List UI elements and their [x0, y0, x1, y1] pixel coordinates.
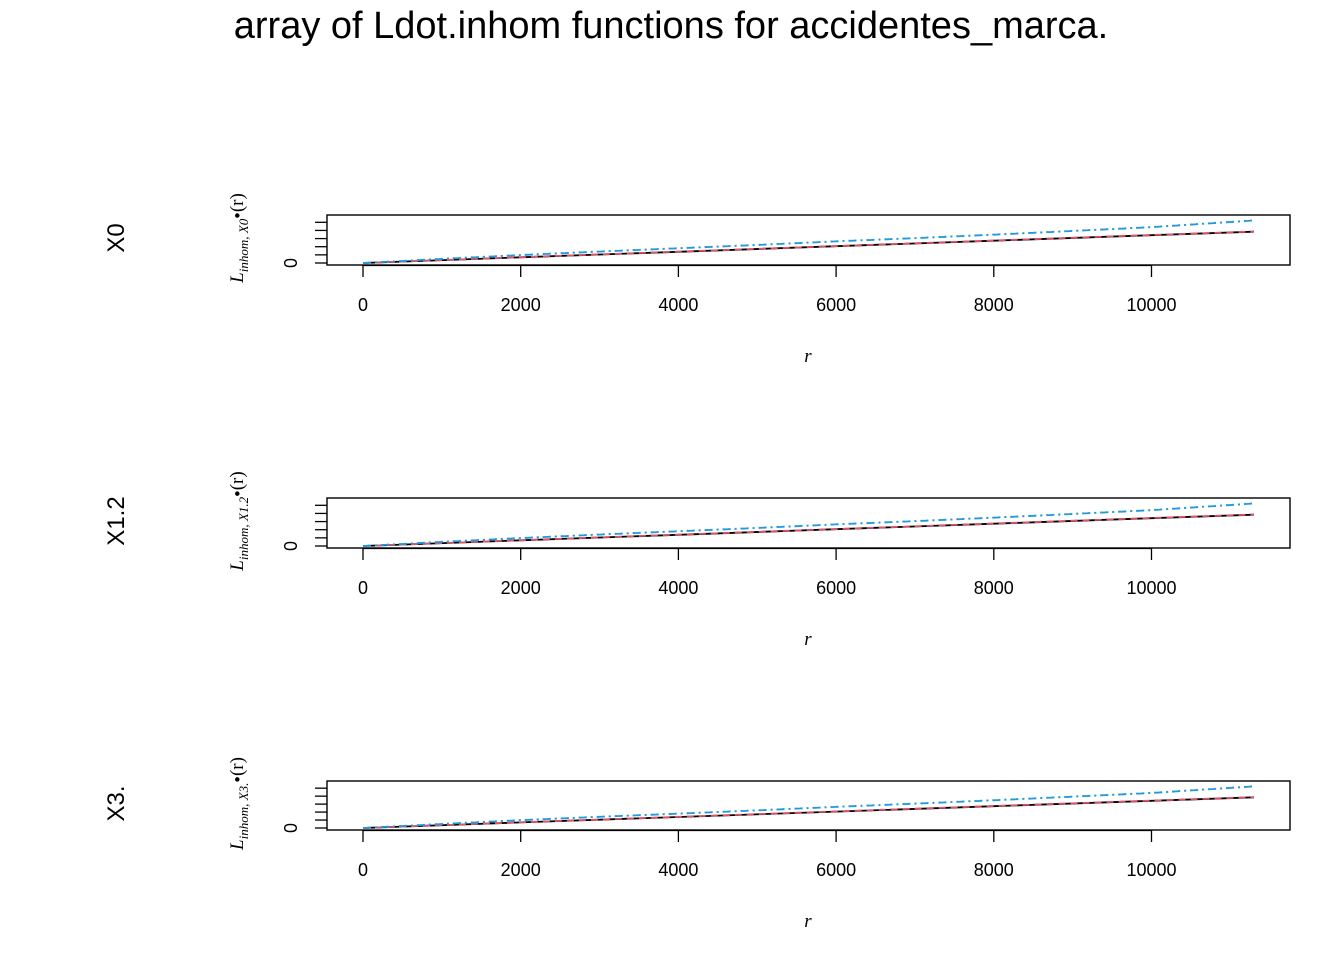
x-tick-label: 4000: [658, 578, 698, 598]
x-tick-label: 10000: [1126, 860, 1176, 880]
y-tick-label: 0: [281, 258, 301, 268]
x-tick-label: 8000: [974, 860, 1014, 880]
x-tick-label: 0: [358, 860, 368, 880]
series-line-theo: [362, 785, 1255, 829]
x-tick-label: 6000: [816, 295, 856, 315]
plot-frame: [326, 497, 1291, 549]
y-axis-label-subscript: inhom, X1.2: [236, 496, 251, 560]
y-tick-label: 0: [281, 541, 301, 551]
x-tick-label: 2000: [501, 578, 541, 598]
x-tick-label: 2000: [501, 295, 541, 315]
row-label: X1.2: [103, 496, 130, 545]
panel-3: X3. Linhom, X3.•(r) 0 0 2000 4000 6000 8000 1000…: [103, 757, 1291, 932]
x-tick-label: 4000: [658, 860, 698, 880]
figure-title: array of Ldot.inhom functions for accide…: [234, 5, 1108, 47]
x-tick-label: 10000: [1126, 578, 1176, 598]
y-axis-label-subscript: inhom, X3.: [236, 783, 251, 840]
x-tick-label: 6000: [816, 578, 856, 598]
y-axis-label-main: L: [227, 272, 248, 284]
panel-2: X1.2 Linhom, X1.2•(r) 0 0 2000 4000 6000 8000 10…: [103, 471, 1291, 650]
x-axis-label: r: [804, 629, 812, 650]
plot-frame: [326, 214, 1291, 266]
y-axis-label: Linhom, X1.2•(r): [227, 471, 251, 571]
row-label: X3.: [103, 785, 130, 821]
panel-1: X0 Linhom, X0•(r) 0 0 2000 4000 6000 8000 10000 r: [103, 193, 1291, 367]
x-tick-label: 0: [358, 578, 368, 598]
y-axis-label-dot: •: [228, 776, 249, 783]
series-line-theo: [362, 502, 1255, 547]
y-axis-label: Linhom, X3.•(r): [227, 757, 251, 851]
x-tick-label: 10000: [1126, 295, 1176, 315]
y-axis-label-main: L: [227, 839, 248, 851]
y-axis-label-dot: •: [228, 490, 249, 497]
x-tick-label: 8000: [974, 295, 1014, 315]
y-axis-label-subscript: inhom, X0: [236, 218, 251, 272]
y-axis-label: Linhom, X0•(r): [227, 193, 251, 284]
y-axis-label-arg: (r): [227, 193, 248, 212]
y-tick-label: 0: [281, 823, 301, 833]
x-tick-label: 8000: [974, 578, 1014, 598]
x-tick-label: 0: [358, 295, 368, 315]
y-axis-label-main: L: [227, 560, 248, 572]
x-axis-label: r: [804, 346, 812, 367]
y-axis-label-dot: •: [228, 212, 249, 219]
plot-frame: [326, 780, 1291, 831]
y-axis-label-arg: (r): [227, 471, 248, 490]
x-tick-label: 2000: [501, 860, 541, 880]
x-axis-label: r: [804, 911, 812, 932]
series-group: [362, 219, 1255, 264]
series-line-theo: [362, 219, 1255, 264]
series-group: [362, 502, 1255, 547]
x-tick-label: 4000: [658, 295, 698, 315]
y-axis-label-arg: (r): [227, 757, 248, 776]
series-line-trans: [362, 513, 1255, 547]
series-line-trans: [362, 796, 1255, 829]
series-group: [362, 785, 1255, 829]
x-tick-label: 6000: [816, 860, 856, 880]
row-label: X0: [103, 223, 130, 252]
series-line-trans: [362, 230, 1255, 264]
